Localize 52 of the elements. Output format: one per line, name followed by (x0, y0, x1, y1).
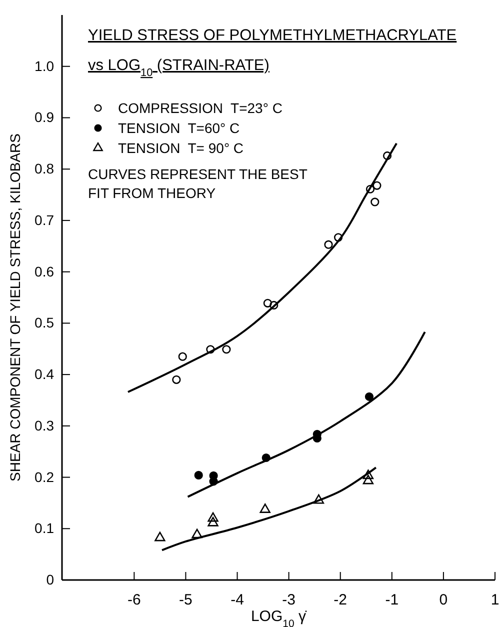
text: YIELD STRESS OF POLYMETHYLMETHACRYLATE (88, 27, 457, 44)
point (364, 392, 374, 401)
point (172, 375, 181, 384)
x-tick-label: -4 (230, 592, 244, 609)
x-tick-label: -1 (385, 592, 399, 609)
text: vs LOG$_{10}$ (STRAIN-RATE) (88, 57, 270, 79)
point (194, 470, 203, 480)
point (262, 453, 270, 462)
point (324, 240, 333, 249)
y-tick-label: 0.3 (34, 417, 54, 434)
y-tick-label: 0.9 (34, 109, 54, 126)
y-axis-title: SHEAR COMPONENT OF YIELD STRESS, KILOBARS (7, 133, 23, 482)
y-tick-label: 0 (46, 571, 54, 588)
x-tick-label: 0 (439, 592, 448, 609)
point (222, 345, 231, 354)
point (178, 352, 187, 361)
x-axis-title: LOG$_{10}$ γ̇ (250, 608, 308, 627)
annotation: CURVES REPRESENT THE BEST FIT FROM THEORY (88, 166, 308, 201)
y-tick-label: 0.6 (34, 263, 54, 280)
point (208, 516, 218, 526)
point (206, 345, 215, 354)
x-tick-label: -6 (127, 592, 141, 609)
point (362, 470, 374, 480)
point (260, 504, 270, 513)
point (263, 298, 272, 308)
y-tick-label: 1.0 (34, 58, 54, 74)
line-series (161, 466, 377, 552)
point (366, 184, 375, 194)
point (334, 233, 343, 242)
point (154, 532, 166, 542)
legend-label: COMPRESSION T=23° C (118, 100, 282, 116)
y-tick-label: 0.1 (34, 520, 54, 536)
x-tick-label: -2 (334, 592, 348, 609)
point (372, 181, 382, 190)
y-tick-label: 0.7 (34, 212, 54, 228)
legend-label: TENSION T= 90° C (118, 140, 244, 156)
y-tick-label: 0.4 (34, 366, 54, 382)
point (313, 494, 324, 504)
point (362, 474, 374, 484)
y-tick-label: 0.5 (34, 314, 54, 331)
x-tick-label: 1 (490, 592, 499, 609)
point (270, 300, 278, 310)
x-tick-label: -5 (179, 592, 192, 609)
line-series (186, 330, 426, 498)
point (370, 198, 380, 206)
y-tick-label: 0.8 (34, 160, 54, 177)
point (208, 512, 218, 522)
point (382, 151, 392, 160)
point (192, 528, 202, 538)
x-tick-label: -3 (282, 592, 296, 609)
legend-label: TENSION T=60° C (118, 120, 240, 136)
y-tick-label: 0.2 (34, 468, 54, 485)
